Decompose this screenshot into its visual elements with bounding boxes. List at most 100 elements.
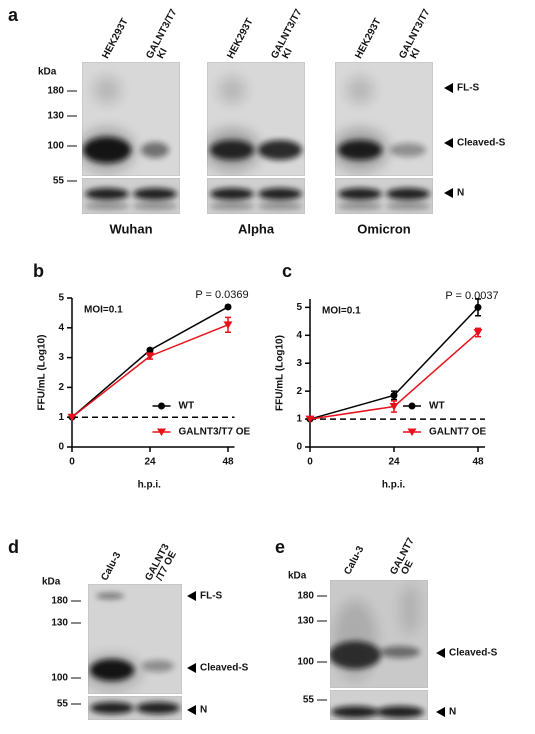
band <box>210 188 254 200</box>
band <box>88 654 142 690</box>
blot-strip <box>330 690 428 720</box>
band <box>90 702 134 714</box>
band-label: N <box>457 188 464 199</box>
blot-strip <box>88 696 182 720</box>
band <box>380 646 420 658</box>
band <box>386 203 430 209</box>
y-tick-label: 1 <box>58 412 64 423</box>
x-axis-title: h.p.i. <box>138 480 162 491</box>
band <box>331 706 379 718</box>
arrowhead <box>187 705 196 715</box>
band <box>338 203 382 209</box>
band <box>376 706 424 718</box>
marker-label: 55 <box>303 695 315 706</box>
marker-label: 180 <box>51 596 68 607</box>
lane-label: HEK293T <box>225 17 255 61</box>
x-tick-label: 24 <box>144 457 156 468</box>
panel-label: e <box>275 537 285 557</box>
x-tick-label: 48 <box>222 457 234 468</box>
y-tick-label: 2 <box>296 386 302 397</box>
band <box>390 143 426 157</box>
arrowhead <box>444 188 453 198</box>
y-tick-label: 2 <box>58 382 64 393</box>
legend-label: WT <box>179 401 195 412</box>
y-axis-title: FFU/mL (Log10) <box>37 335 48 411</box>
band <box>386 188 430 200</box>
lane-label: Calu-3 <box>99 550 123 583</box>
marker-label: 130 <box>51 618 68 629</box>
band-label: FL-S <box>200 591 223 602</box>
band <box>258 203 302 209</box>
lane-label: KI <box>155 46 170 60</box>
band <box>96 593 124 599</box>
legend-label: GALNT3/T7 OE <box>179 427 251 438</box>
lane-label: KI <box>280 46 295 60</box>
band-label: Cleaved-S <box>200 663 249 674</box>
band-label: N <box>449 707 456 718</box>
legend-marker <box>158 402 165 410</box>
band <box>210 203 254 209</box>
legend-marker <box>407 428 417 436</box>
blot-strip <box>207 178 305 214</box>
band <box>346 76 374 104</box>
data-point <box>145 352 155 361</box>
band-label: Cleaved-S <box>449 648 498 659</box>
legend-marker <box>408 402 416 410</box>
data-point <box>474 303 482 311</box>
y-tick-label: 3 <box>296 358 302 369</box>
blot-strip <box>330 580 428 688</box>
arrowhead <box>436 707 445 717</box>
kda-label: kDa <box>38 67 57 78</box>
y-tick-label: 3 <box>58 352 64 363</box>
blot-strip <box>82 62 180 176</box>
band <box>218 76 246 104</box>
blot-name: Omicron <box>357 221 411 236</box>
marker-label: 180 <box>47 86 64 97</box>
band <box>258 140 302 160</box>
marker-label: 130 <box>47 111 64 122</box>
band <box>333 600 377 680</box>
band <box>210 140 254 160</box>
blot-strip <box>88 584 182 694</box>
data-point <box>146 346 154 354</box>
x-tick-label: 48 <box>472 457 484 468</box>
band <box>141 142 169 158</box>
x-tick-label: 0 <box>69 457 75 468</box>
annotation: P = 0.0037 <box>445 290 498 302</box>
marker-label: 130 <box>297 616 314 627</box>
band <box>93 76 121 104</box>
data-point <box>223 321 233 329</box>
band <box>338 140 382 160</box>
data-point <box>389 403 399 411</box>
blot-strip <box>335 62 433 176</box>
band <box>338 188 382 200</box>
blot-name: Alpha <box>238 221 275 236</box>
y-tick-label: 4 <box>296 330 302 341</box>
band-label: Cleaved-S <box>457 138 506 149</box>
legend-label: GALNT7 OE <box>429 427 487 438</box>
arrowhead <box>436 648 445 658</box>
legend-label: WT <box>429 401 445 412</box>
panel-label: d <box>8 537 19 557</box>
band <box>258 188 302 200</box>
marker-label: 100 <box>51 673 68 684</box>
y-tick-label: 5 <box>296 302 302 313</box>
arrowhead <box>444 83 453 93</box>
data-point <box>305 415 315 424</box>
annotation: MOI=0.1 <box>322 306 361 317</box>
band <box>400 585 420 635</box>
band <box>83 137 131 163</box>
x-axis-title: h.p.i. <box>382 480 406 491</box>
lane-label: KI <box>408 46 423 60</box>
marker-label: 100 <box>297 657 314 668</box>
marker-label: 180 <box>297 591 314 602</box>
marker-label: 100 <box>47 141 64 152</box>
y-tick-label: 0 <box>58 442 64 453</box>
band-label: FL-S <box>457 83 480 94</box>
kda-label: kDa <box>288 571 307 582</box>
legend-marker <box>157 428 166 436</box>
lane-label: Calu-3 <box>342 544 366 577</box>
blot-strip <box>335 178 433 214</box>
blot-strip <box>207 62 305 176</box>
